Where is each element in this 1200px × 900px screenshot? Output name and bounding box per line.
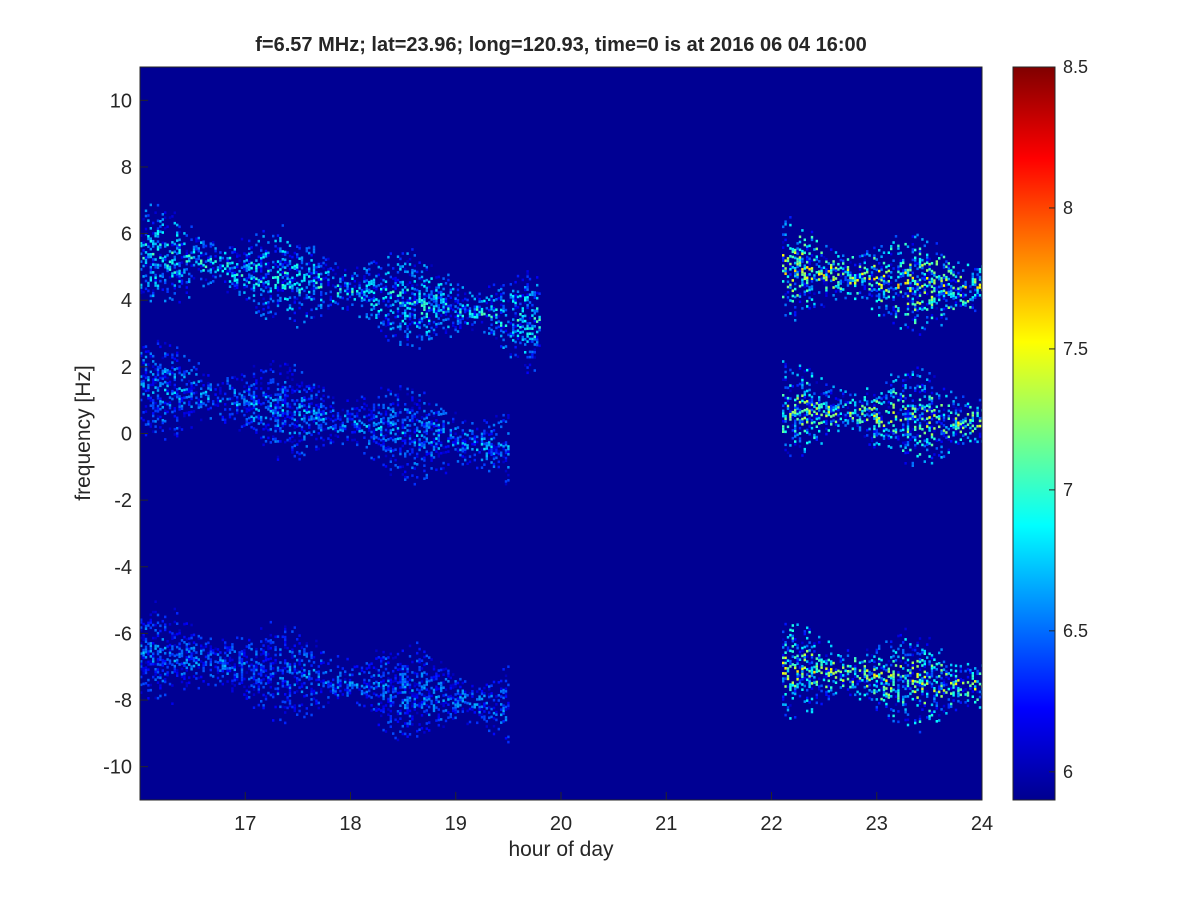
y-tick-label: 0 bbox=[121, 424, 132, 446]
chart-title: f=6.57 MHz; lat=23.96; long=120.93, time… bbox=[255, 34, 867, 56]
y-tick-label: 6 bbox=[121, 224, 132, 246]
y-axis: -10 -8 -6 -4 -2 0 2 4 6 8 10 bbox=[103, 90, 148, 779]
echo-band bbox=[782, 622, 982, 734]
echo-band bbox=[782, 360, 982, 467]
y-axis-label: frequency [Hz] bbox=[72, 365, 95, 501]
plot-area bbox=[139, 66, 983, 801]
x-tick-label: 24 bbox=[971, 813, 993, 835]
y-tick-label: 2 bbox=[121, 357, 132, 379]
colorbar-tick-label: 8.5 bbox=[1063, 57, 1088, 77]
heatmap-background bbox=[140, 67, 982, 800]
echo-band bbox=[782, 216, 982, 336]
y-tick-label: -6 bbox=[114, 623, 132, 645]
x-tick-label: 19 bbox=[445, 813, 467, 835]
echo-band bbox=[140, 339, 510, 486]
y-tick-label: 10 bbox=[110, 90, 132, 112]
x-tick-label: 22 bbox=[760, 813, 782, 835]
colorbar-tick-label: 7 bbox=[1063, 480, 1073, 500]
colorbar-tick-label: 6 bbox=[1063, 762, 1073, 782]
colorbar-tick-label: 7.5 bbox=[1063, 339, 1088, 359]
x-tick-label: 21 bbox=[655, 813, 677, 835]
y-tick-label: -10 bbox=[103, 757, 132, 779]
colorbar-tick-label: 6.5 bbox=[1063, 621, 1088, 641]
heatmap-cells bbox=[140, 203, 982, 744]
colorbar: 6 6.5 7 7.5 8 8.5 bbox=[1012, 57, 1088, 801]
y-tick-label: -8 bbox=[114, 690, 132, 712]
echo-band bbox=[140, 203, 541, 375]
y-tick-label: -2 bbox=[114, 490, 132, 512]
y-tick-label: 4 bbox=[121, 290, 132, 312]
x-tick-label: 17 bbox=[234, 813, 256, 835]
x-tick-label: 23 bbox=[866, 813, 888, 835]
x-axis: 17 18 19 20 21 22 23 24 bbox=[234, 792, 993, 835]
x-tick-label: 20 bbox=[550, 813, 572, 835]
y-tick-label: 8 bbox=[121, 157, 132, 179]
echo-band bbox=[140, 600, 510, 744]
y-tick-label: -4 bbox=[114, 557, 132, 579]
colorbar-gradient bbox=[1012, 66, 1056, 801]
x-tick-label: 18 bbox=[339, 813, 361, 835]
x-axis-label: hour of day bbox=[508, 838, 614, 861]
colorbar-tick-label: 8 bbox=[1063, 198, 1073, 218]
